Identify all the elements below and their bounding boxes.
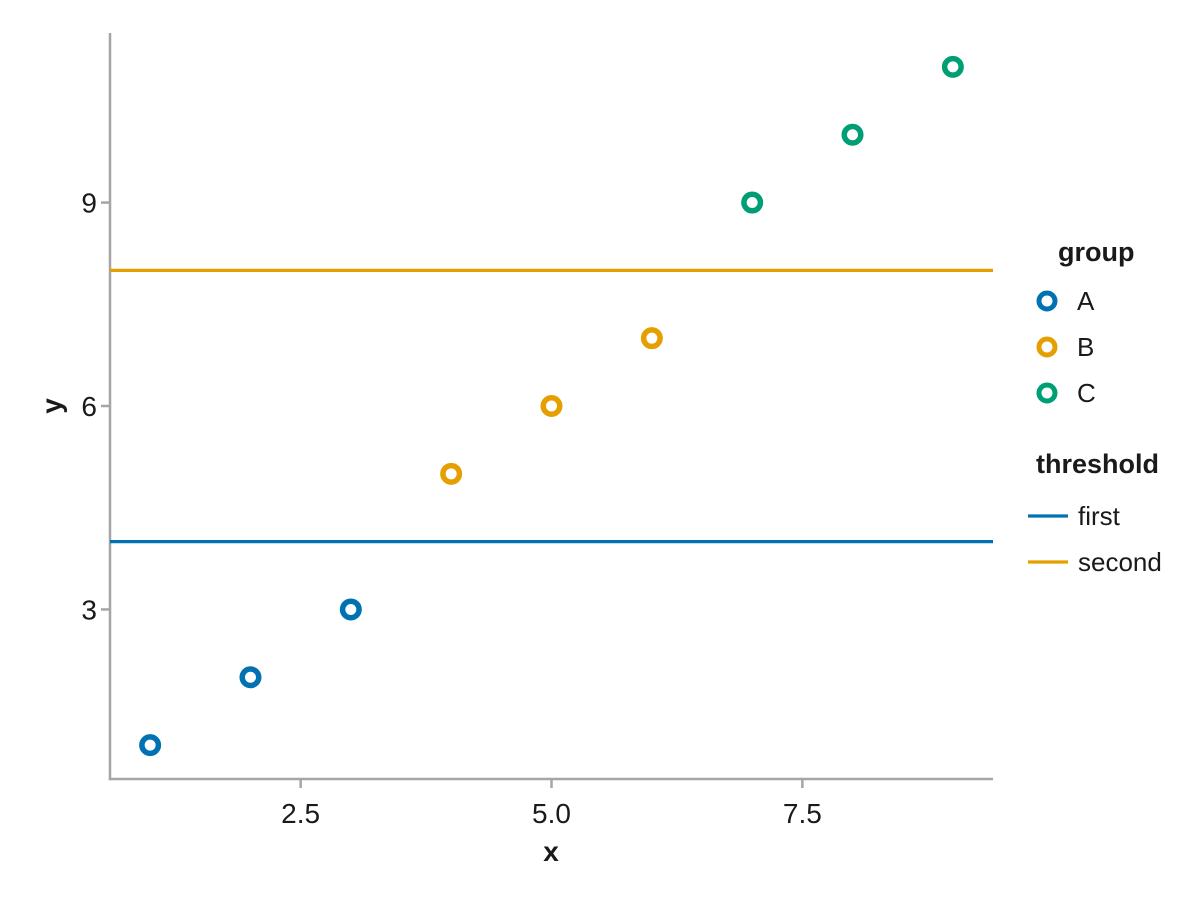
open-circle-icon [1036,290,1058,312]
axis-tick-labels: 2.5 5.0 7.5 3 6 9 [81,188,821,829]
point-A-2-2 [239,666,262,689]
y-axis-title: y [36,398,67,414]
point-C-8-10 [841,123,864,146]
x-tick-label: 5.0 [532,798,571,829]
open-circle-icon [1036,382,1058,404]
legend-label: B [1077,331,1095,362]
line-sample-icon [1028,560,1068,564]
legend-item-group-a: A [1028,278,1198,324]
legend-title-threshold: threshold [1036,449,1160,479]
legend-title-group: group [1058,237,1135,267]
point-C-9-11 [941,55,964,78]
legend: group A B C threshold first [1028,238,1198,585]
point-B-6-7 [640,327,663,350]
legend-item-threshold-second: second [1028,539,1198,585]
legend-label: C [1077,377,1096,408]
line-sample-icon [1028,514,1068,518]
x-tick-label: 7.5 [783,798,822,829]
threshold-lines [110,268,993,544]
legend-item-group-b: B [1028,324,1198,370]
data-points [139,55,964,757]
point-A-1-1 [139,734,162,757]
axis-ticks [101,201,804,788]
y-tick-label: 3 [81,594,97,625]
y-tick-label: 9 [81,188,97,219]
legend-label: A [1077,285,1095,316]
legend-label: second [1078,546,1162,577]
point-B-4-5 [440,462,463,485]
point-C-7-9 [741,191,764,214]
legend-item-threshold-first: first [1028,493,1198,539]
y-tick-label: 6 [81,391,97,422]
point-A-3-3 [339,598,362,621]
open-circle-icon [1036,336,1058,358]
legend-label: first [1078,500,1120,531]
legend-item-group-c: C [1028,370,1198,416]
x-axis-title: x [543,836,559,867]
x-tick-label: 2.5 [281,798,320,829]
point-B-5-6 [540,395,563,417]
